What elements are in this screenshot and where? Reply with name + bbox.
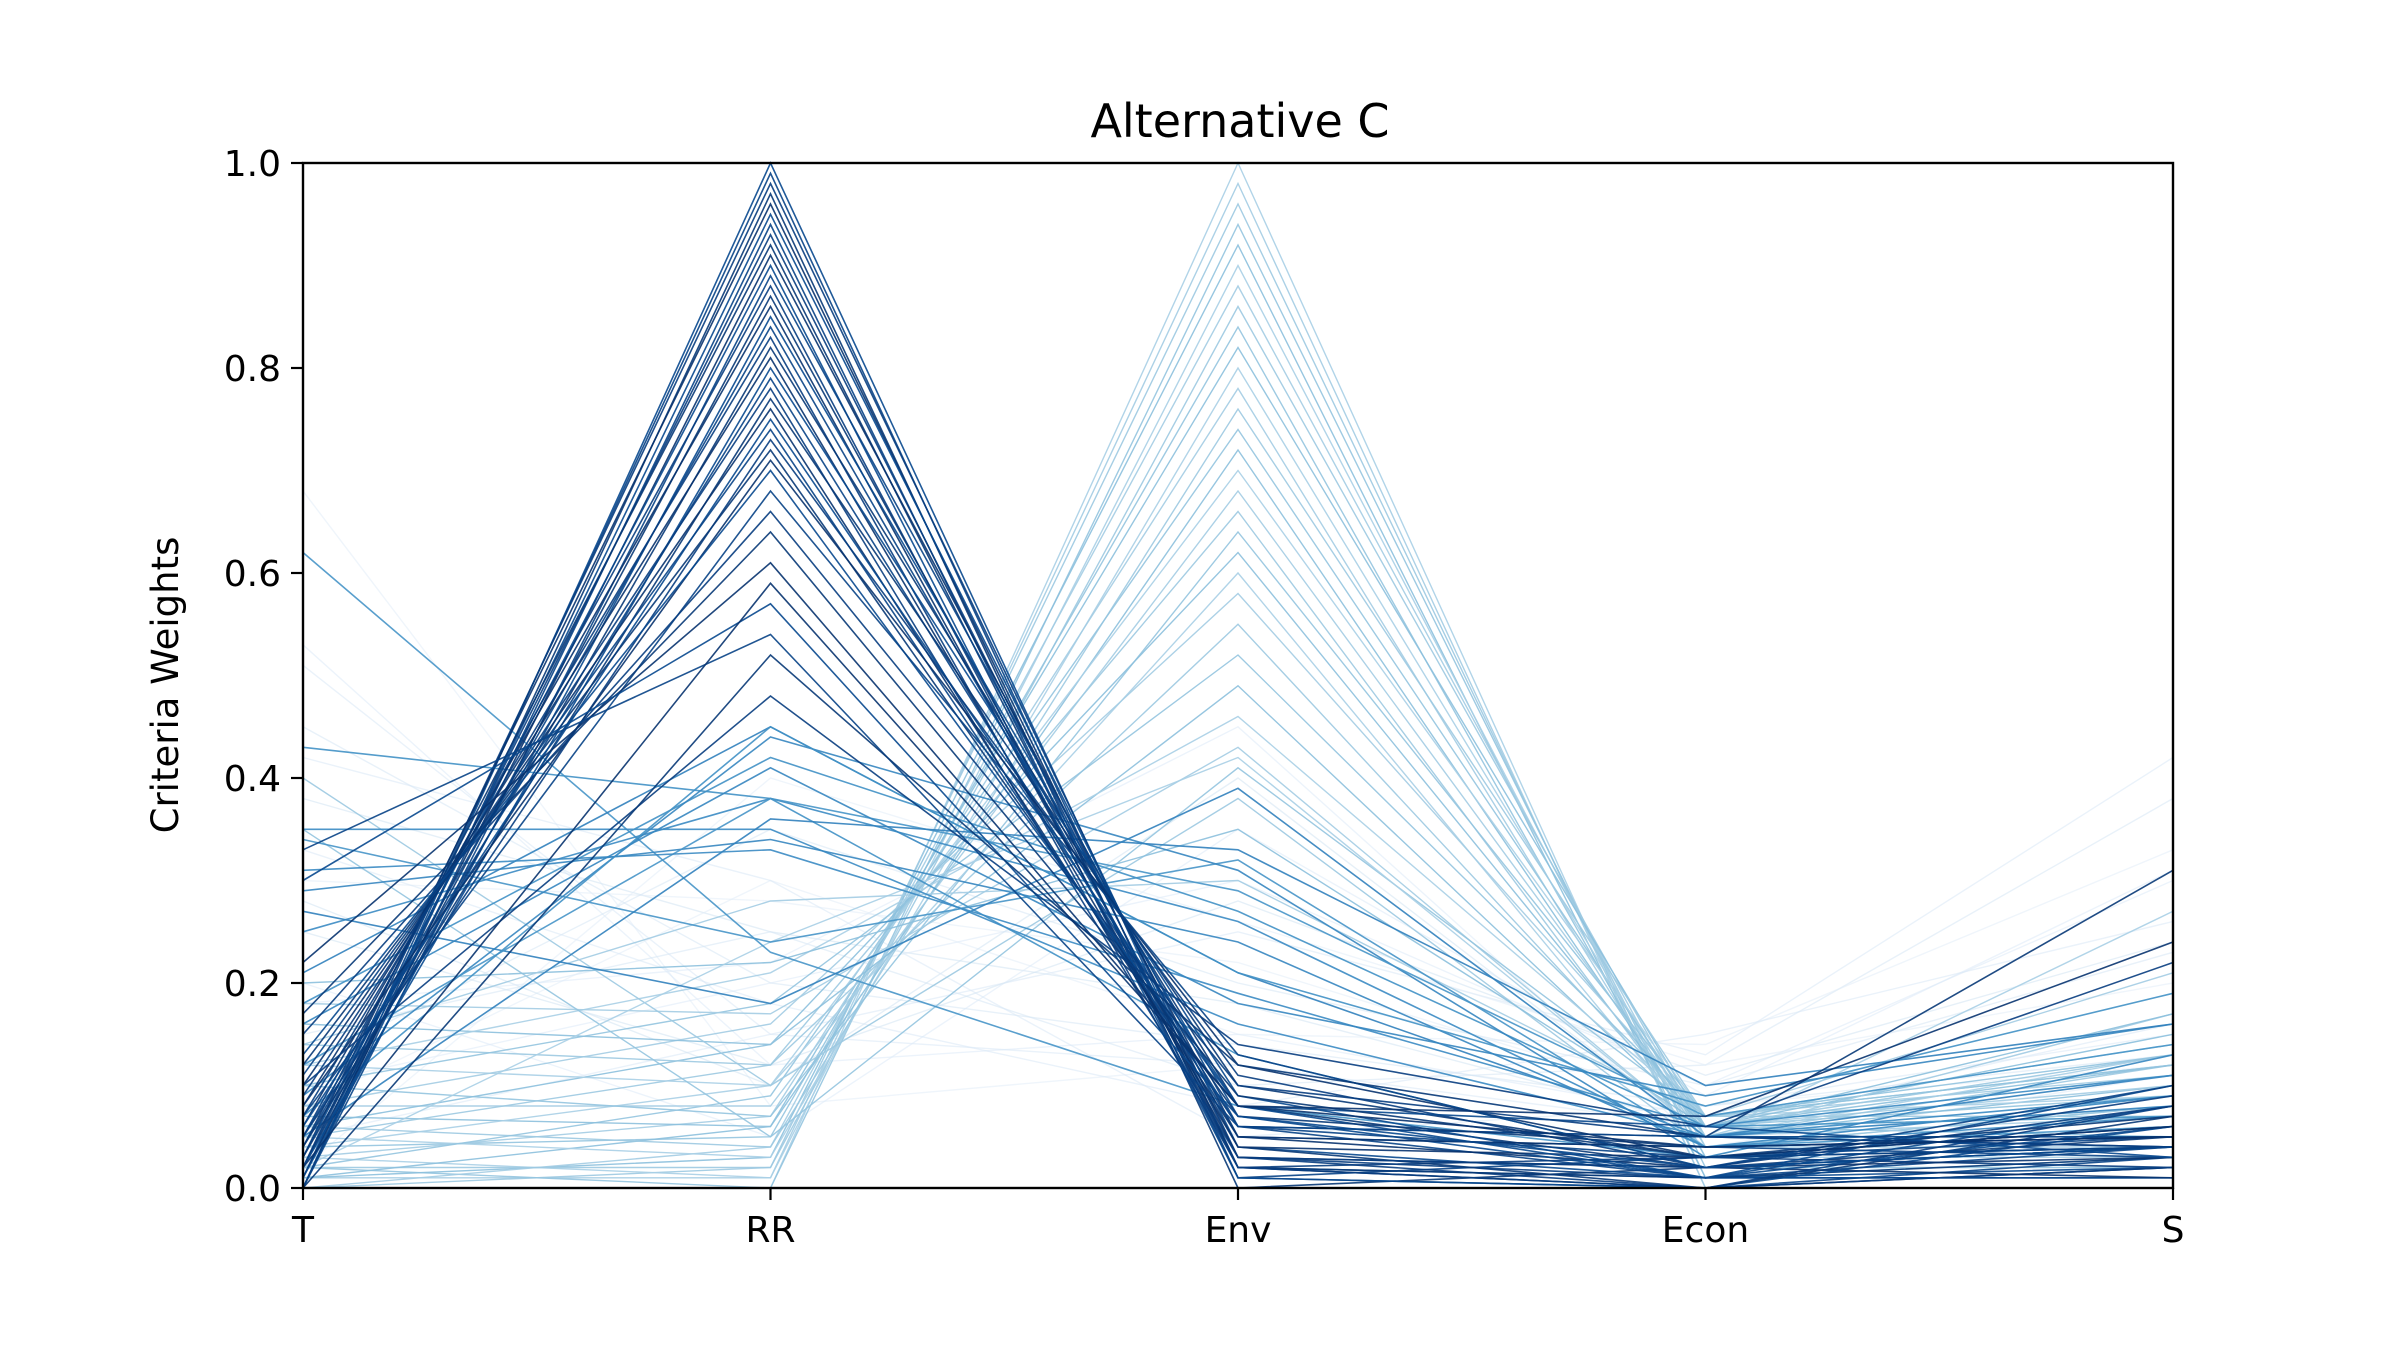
x-tick-label-rr: RR bbox=[745, 1210, 795, 1251]
series-line bbox=[302, 818, 2174, 1138]
series-line bbox=[302, 458, 2174, 1159]
x-tick-label-econ: Econ bbox=[1662, 1210, 1749, 1251]
x-tick-label-s: S bbox=[2162, 1210, 2185, 1251]
series-line bbox=[302, 551, 2174, 1128]
series-lines bbox=[302, 161, 2174, 1189]
series-line bbox=[302, 510, 2174, 1148]
series-line bbox=[302, 510, 2174, 1138]
series-line bbox=[302, 726, 2174, 1107]
x-tick-label-env: Env bbox=[1205, 1210, 1272, 1251]
series-line bbox=[302, 694, 2174, 1128]
series-line bbox=[302, 756, 2174, 1138]
y-tick-label: 0.8 bbox=[224, 349, 281, 390]
series-line bbox=[302, 582, 2174, 1168]
x-tick-label-t: T bbox=[291, 1210, 315, 1251]
series-line bbox=[302, 848, 2174, 1128]
series-line bbox=[302, 602, 2174, 1169]
series-line bbox=[302, 725, 2174, 1148]
chart-title: Alternative C bbox=[1090, 94, 1389, 148]
series-line bbox=[302, 828, 2174, 1128]
x-axis: T RR Env Econ S bbox=[291, 1188, 2184, 1251]
series-line bbox=[302, 623, 2174, 1128]
series-line bbox=[302, 653, 2174, 1189]
y-axis-label: Criteria Weights bbox=[144, 537, 187, 834]
series-line bbox=[302, 274, 2174, 1189]
series-line bbox=[302, 387, 2174, 1158]
series-line bbox=[302, 756, 2174, 1169]
y-tick-label: 1.0 bbox=[224, 144, 281, 185]
series-line bbox=[302, 797, 2174, 1118]
series-line bbox=[302, 756, 2174, 1138]
series-line bbox=[302, 243, 2174, 1179]
series-line bbox=[302, 191, 2174, 1189]
series-line bbox=[302, 490, 2174, 1138]
series-group-0 bbox=[302, 161, 2174, 1189]
y-tick-label: 0.4 bbox=[224, 759, 281, 800]
series-line bbox=[302, 900, 2174, 1077]
series-line bbox=[302, 448, 2174, 1138]
series-line bbox=[302, 849, 2174, 1107]
y-tick-label: 0.0 bbox=[224, 1169, 281, 1210]
y-axis: 0.0 0.2 0.4 0.6 0.8 1.0 bbox=[224, 144, 303, 1210]
series-line bbox=[302, 530, 2174, 1118]
y-tick-label: 0.2 bbox=[224, 964, 281, 1005]
series-line bbox=[302, 787, 2174, 1138]
series-line bbox=[303, 305, 2173, 1169]
series-line bbox=[302, 284, 2173, 1189]
series-line bbox=[302, 777, 2174, 1148]
series-line bbox=[302, 746, 2174, 1138]
series-line bbox=[302, 766, 2174, 1138]
series-line bbox=[302, 346, 2174, 1179]
series-line bbox=[302, 243, 2174, 1179]
series-line bbox=[302, 304, 2174, 1169]
series-line bbox=[302, 366, 2174, 1159]
y-tick-label: 0.6 bbox=[224, 554, 281, 595]
series-line bbox=[302, 633, 2174, 1159]
